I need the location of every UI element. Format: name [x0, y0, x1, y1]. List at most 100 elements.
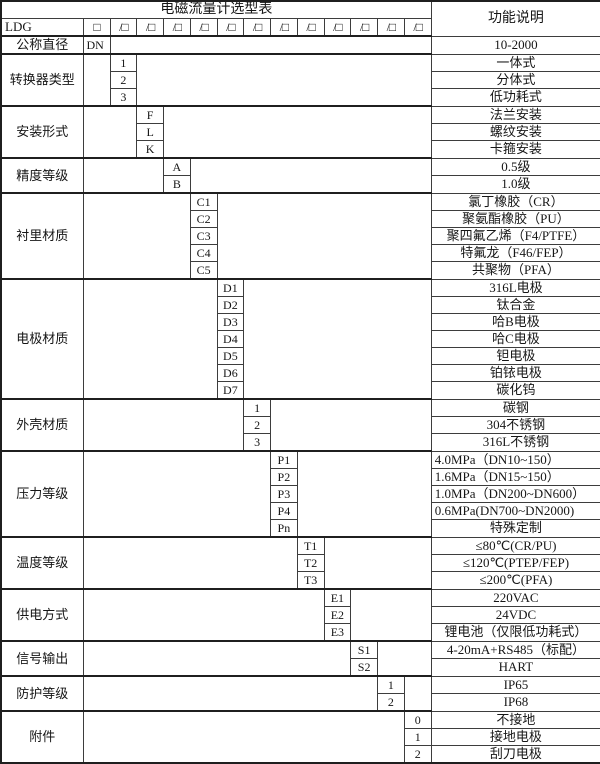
option-desc-cell: 220VAC	[430, 588, 600, 607]
option-row: 2 分体式	[1, 71, 600, 89]
spacer-cell	[82, 157, 164, 194]
option-desc-cell: 法兰安装	[430, 105, 600, 124]
option-desc-cell: 螺纹安装	[430, 123, 600, 141]
option-desc-cell: 分体式	[430, 71, 600, 89]
option-desc-cell: 哈B电极	[430, 313, 600, 331]
spacer-cell	[82, 450, 271, 538]
spacer-cell	[82, 588, 325, 642]
option-code-cell: D3	[216, 313, 245, 331]
option-desc-cell: 316L电极	[430, 278, 600, 297]
option-row: 防护等级 1 IP65	[0, 675, 600, 712]
option-code-cell: S1	[350, 640, 378, 659]
option-desc-cell: 卡箍安装	[430, 140, 600, 159]
option-code-cell: P2	[270, 468, 298, 486]
option-desc-cell: 共聚物（PFA）	[430, 261, 600, 280]
option-desc-cell: 4.0MPa（DN10~150）	[430, 450, 600, 469]
option-desc-cell: HART	[430, 658, 600, 677]
option-code-cell: 3	[243, 433, 271, 452]
option-desc-cell: 氯丁橡胶（CR）	[430, 192, 600, 211]
model-code-box: /□	[296, 18, 325, 37]
option-desc-cell: 接地电极	[430, 728, 600, 746]
spacer-cell	[82, 675, 378, 712]
option-desc-cell: 0.5级	[430, 157, 600, 176]
option-row: D4 哈C电极	[1, 330, 600, 348]
model-code-box: /□	[377, 18, 405, 37]
model-code-row: LDG □/□/□/□/□/□/□/□/□/□/□/□/□	[0, 18, 600, 37]
option-code-cell: P3	[270, 485, 298, 503]
model-code-box: /□	[243, 18, 271, 37]
option-desc-cell: 4-20mA+RS485（标配）	[430, 640, 600, 659]
model-code-box: □	[82, 18, 111, 37]
spacer-cell	[216, 192, 432, 280]
option-code-cell: A	[163, 157, 191, 176]
option-row: E2 24VDC	[1, 606, 600, 624]
option-desc-cell: 特殊定制	[430, 519, 600, 538]
spacer-cell	[109, 35, 432, 55]
option-row: 2 304不锈钢	[1, 416, 600, 434]
option-code-cell: 1	[377, 675, 405, 694]
spacer-cell	[82, 53, 111, 107]
option-desc-cell: 钽电极	[430, 347, 600, 365]
option-row: 外壳材质 1 碳钢	[0, 398, 600, 452]
spacer-cell	[163, 105, 432, 159]
section-label: 附件	[0, 710, 84, 764]
option-desc-cell: 不接地	[430, 710, 600, 729]
option-desc-cell: 1.0级	[430, 175, 600, 194]
function-column-header: 功能说明	[430, 0, 600, 37]
model-code-box: /□	[350, 18, 378, 37]
option-code-cell: Pn	[270, 519, 298, 538]
option-desc-cell: 刮刀电极	[430, 745, 600, 764]
option-code-cell: B	[163, 175, 191, 194]
option-desc-cell: 24VDC	[430, 606, 600, 624]
option-code-cell: 1	[403, 728, 432, 746]
section-label: 防护等级	[0, 675, 84, 712]
option-desc-cell: 316L不锈钢	[430, 433, 600, 452]
spacer-cell	[323, 536, 432, 590]
option-code-cell: 2	[243, 416, 271, 434]
option-desc-cell: 低功耗式	[430, 88, 600, 107]
option-row: C2 聚氨酯橡胶（PU）	[1, 210, 600, 228]
option-desc-cell: 10-2000	[430, 35, 600, 55]
option-desc-cell: 碳化钨	[430, 381, 600, 400]
model-code-box: /□	[270, 18, 298, 37]
section-label: 精度等级	[0, 157, 84, 194]
option-code-cell: D2	[216, 296, 245, 314]
option-row: 供电方式 E1 220VAC	[0, 588, 600, 642]
option-row: 信号输出 S1 4-20mA+RS485（标配）	[0, 640, 600, 677]
section-label: 温度等级	[0, 536, 84, 590]
spacer-cell	[82, 278, 218, 400]
spacer-cell	[243, 278, 432, 400]
page-title: 电磁流量计选型表	[0, 0, 432, 19]
option-row: 压力等级 P1 4.0MPa（DN10~150）	[0, 450, 600, 538]
model-code-box: /□	[216, 18, 245, 37]
option-desc-cell: ≤80℃(CR/PU)	[430, 536, 600, 555]
model-code-box: /□	[136, 18, 164, 37]
spacer-cell	[377, 640, 432, 677]
option-code-cell: 3	[109, 88, 138, 107]
option-code-cell: K	[136, 140, 164, 159]
option-row: 电极材质 D1 316L电极	[0, 278, 600, 400]
spacer-cell	[270, 398, 432, 452]
spacer-cell	[82, 105, 138, 159]
spacer-cell	[82, 640, 352, 677]
option-desc-cell: 钛合金	[430, 296, 600, 314]
option-code-cell: 1	[243, 398, 271, 417]
option-desc-cell: 一体式	[430, 53, 600, 72]
title-row: 电磁流量计选型表 功能说明	[0, 0, 600, 37]
option-desc-cell: 1.0MPa（DN200~DN600）	[430, 485, 600, 503]
option-code-cell: C5	[189, 261, 218, 280]
option-code-cell: P1	[270, 450, 298, 469]
section-label: 衬里材质	[0, 192, 84, 280]
option-desc-cell: 铂铱电极	[430, 364, 600, 382]
spacer-cell	[403, 675, 432, 712]
spacer-cell	[82, 192, 191, 280]
spacer-cell	[189, 157, 432, 194]
option-desc-cell: IP65	[430, 675, 600, 694]
section-label: 转换器类型	[0, 53, 84, 107]
option-code-cell: D7	[216, 381, 245, 400]
option-desc-cell: 碳钢	[430, 398, 600, 417]
option-code-cell: C4	[189, 244, 218, 262]
option-code-cell: 0	[403, 710, 432, 729]
